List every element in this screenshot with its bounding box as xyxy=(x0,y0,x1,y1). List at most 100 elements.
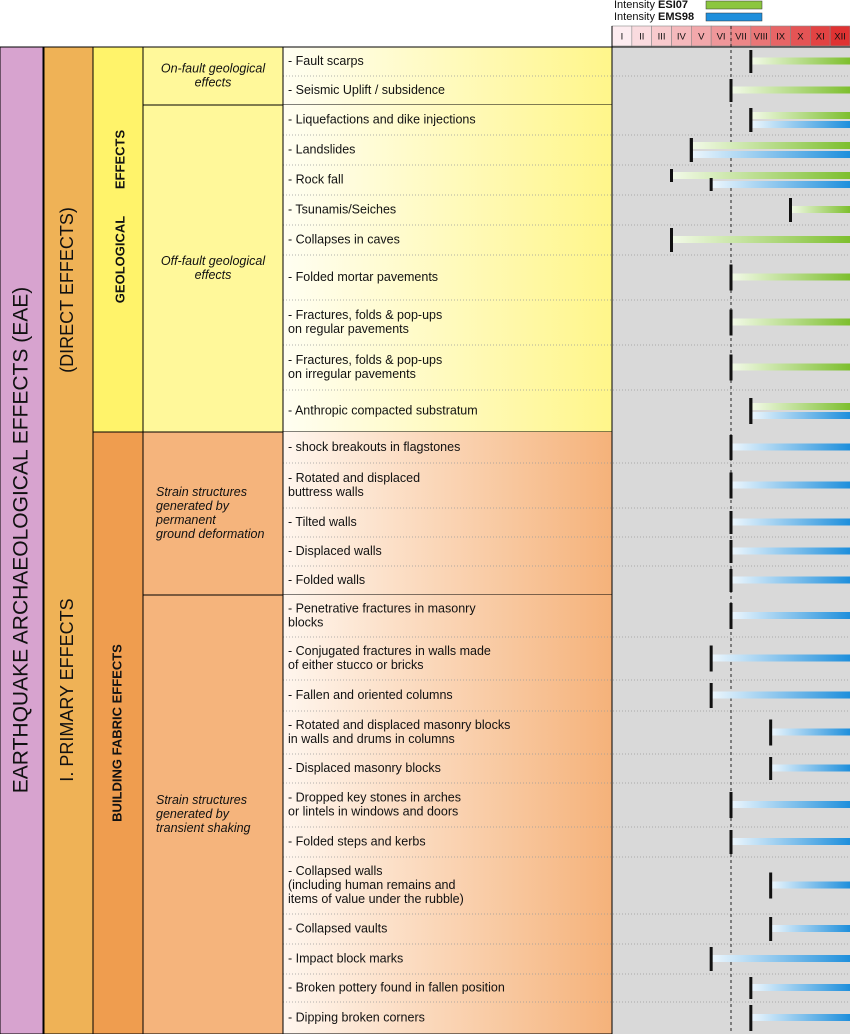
legend-swatch xyxy=(705,0,763,10)
start-tick xyxy=(729,540,733,563)
row-label: in walls and drums in columns xyxy=(288,732,455,746)
esi-bar xyxy=(731,363,850,371)
ems-bar xyxy=(750,121,850,128)
row-bg xyxy=(283,432,612,463)
scale-label: VIII xyxy=(754,32,768,43)
row-label: - Broken pottery found in fallen positio… xyxy=(288,980,505,994)
ems-bar xyxy=(770,728,850,736)
esi-bar xyxy=(750,112,850,119)
row-label: - Displaced walls xyxy=(288,544,382,558)
start-tick xyxy=(709,947,713,971)
row-label: - Folded steps and kerbs xyxy=(288,834,426,848)
ems-bar xyxy=(750,984,850,991)
esi-bar xyxy=(731,318,850,326)
esi-bar xyxy=(671,172,850,179)
subgroup-label: Strain structures xyxy=(156,485,247,499)
start-tick xyxy=(769,757,773,780)
start-tick xyxy=(729,264,733,291)
start-tick xyxy=(689,138,693,162)
row-bg xyxy=(283,857,612,914)
subgroup-label: transient shaking xyxy=(156,821,251,835)
esi-bar xyxy=(750,403,850,410)
start-tick xyxy=(729,569,733,592)
row-label: - Collapses in caves xyxy=(288,232,400,246)
row-label: - Collapsed vaults xyxy=(288,921,387,935)
row-bg xyxy=(283,135,612,165)
row-bg xyxy=(283,463,612,508)
class-name: I. PRIMARY EFFECTS xyxy=(57,598,77,781)
scale-label: III xyxy=(658,32,666,43)
ems-bar xyxy=(711,181,850,188)
subgroup-label: Off-fault geological xyxy=(161,254,266,268)
row-label: - Rotated and displaced masonry blocks xyxy=(288,718,510,732)
esi-bar xyxy=(750,57,850,65)
scale-label: VII xyxy=(735,32,747,43)
row-label: - Tilted walls xyxy=(288,515,357,529)
subgroup-cell xyxy=(142,594,284,1034)
group-cell xyxy=(92,46,144,433)
esi-bar xyxy=(731,86,850,94)
subgroup-label: generated by xyxy=(156,807,230,821)
main-title: EARTHQUAKE ARCHAEOLOGICAL EFFECTS (EAE) xyxy=(10,287,33,793)
scale-label: II xyxy=(639,32,644,43)
row-label: buttress walls xyxy=(288,485,364,499)
row-label: - Impact block marks xyxy=(288,951,403,965)
ems-bar xyxy=(731,838,850,845)
start-tick xyxy=(769,872,773,899)
row-label: - Landslides xyxy=(288,142,355,156)
row-bg xyxy=(283,105,612,135)
row-bg xyxy=(283,537,612,566)
row-label: - Seismic Uplift / subsidence xyxy=(288,83,445,97)
esi-bar xyxy=(731,273,850,281)
esi-bar xyxy=(790,206,850,213)
row-bg xyxy=(283,165,612,195)
row-label: - Dipping broken corners xyxy=(288,1010,425,1024)
start-tick xyxy=(729,830,733,854)
start-tick xyxy=(709,683,713,708)
row-label: - Anthropic compacted substratum xyxy=(288,403,478,417)
subgroup-label: effects xyxy=(195,268,232,282)
scale-label: IX xyxy=(776,32,786,43)
row-bg xyxy=(283,47,612,76)
ems-bar xyxy=(750,412,850,419)
scale-label: VI xyxy=(717,32,726,43)
row-bg xyxy=(283,345,612,390)
esi-bar xyxy=(691,142,850,149)
ems-bar xyxy=(731,801,850,808)
ems-bar xyxy=(731,518,850,526)
group-label: EFFECTS xyxy=(112,130,127,190)
row-label: - Rock fall xyxy=(288,172,344,186)
row-bg xyxy=(283,1002,612,1034)
row-label: - Fault scarps xyxy=(288,54,364,68)
ems-bar xyxy=(731,576,850,584)
group-label: GEOLOGICAL xyxy=(112,216,127,303)
row-bg xyxy=(283,680,612,711)
ems-bar xyxy=(750,1014,850,1021)
row-bg xyxy=(283,595,612,637)
row-label: - Dropped key stones in arches xyxy=(288,790,461,804)
row-label: - Fractures, folds & pop-ups xyxy=(288,353,442,367)
class-column xyxy=(43,46,94,1034)
start-tick xyxy=(729,472,733,499)
subgroup-label: generated by xyxy=(156,499,230,513)
class-note: (DIRECT EFFECTS) xyxy=(57,207,77,373)
row-label: on regular pavements xyxy=(288,322,409,336)
row-bg xyxy=(283,974,612,1002)
ems-bar xyxy=(770,881,850,889)
subgroup-label: ground deformation xyxy=(156,527,264,541)
scale-label: XI xyxy=(816,32,825,43)
row-label: - Displaced masonry blocks xyxy=(288,761,441,775)
row-label: blocks xyxy=(288,615,323,629)
row-bg xyxy=(283,827,612,857)
start-tick xyxy=(670,228,673,252)
start-tick xyxy=(709,645,713,672)
start-tick xyxy=(729,435,733,460)
subgroup-label: On-fault geological xyxy=(161,61,266,75)
row-bg xyxy=(283,783,612,827)
row-bg xyxy=(283,754,612,783)
ems-bar xyxy=(711,691,850,699)
row-label: items of value under the rubble) xyxy=(288,892,464,906)
ems-bar xyxy=(770,764,850,772)
row-label: - Folded mortar pavements xyxy=(288,270,438,284)
